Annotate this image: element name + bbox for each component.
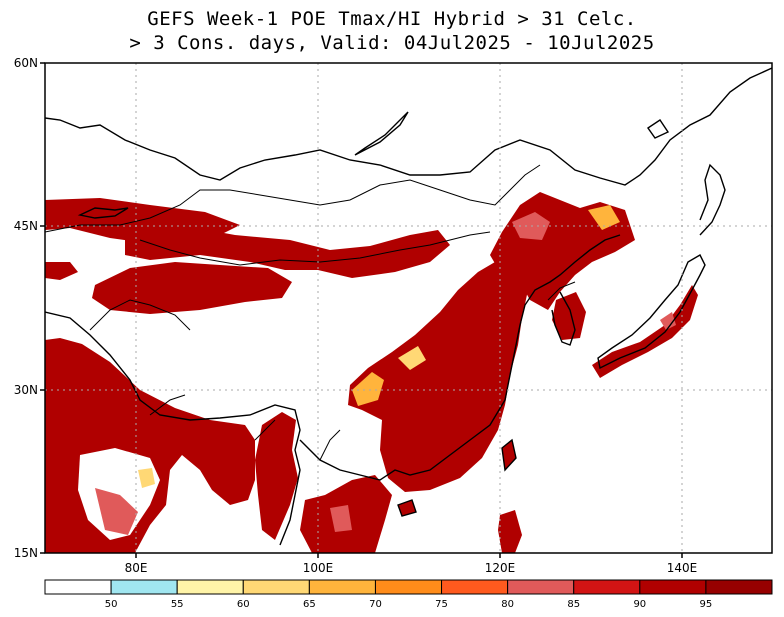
lon-label-100e: 100E <box>303 561 334 575</box>
colorbar-swatch <box>374 579 443 595</box>
map-frame <box>44 62 773 554</box>
colorbar-label: 90 <box>633 599 646 610</box>
country-borders <box>45 164 576 461</box>
lat-label-15n: 15N <box>14 546 38 560</box>
lat-label-60n: 60N <box>14 56 38 70</box>
colorbar-swatch <box>44 579 112 595</box>
colorbar-label: 75 <box>435 599 448 610</box>
lat-label-45n: 45N <box>14 219 38 233</box>
lon-label-120e: 120E <box>485 561 516 575</box>
heat-region-tarim <box>92 262 292 314</box>
colorbar-swatch <box>110 579 178 595</box>
heat-region-india <box>45 338 255 553</box>
coastlines <box>45 67 772 546</box>
gridlines <box>45 63 772 553</box>
colorbar-label: 85 <box>567 599 580 610</box>
axis-ticks <box>40 62 683 558</box>
map-title-line1: GEFS Week-1 POE Tmax/HI Hybrid > 31 Celc… <box>147 8 637 30</box>
lat-label-30n: 30N <box>14 383 38 397</box>
colorbar-swatch <box>308 579 376 595</box>
colorbar-swatch <box>507 579 575 595</box>
heat-region-kazakhstan <box>45 198 240 245</box>
heat-region-east-china <box>348 262 528 492</box>
colorbar: 50 55 60 65 70 75 80 85 90 95 <box>44 579 773 610</box>
heat-region-indochina <box>255 412 298 540</box>
colorbar-label: 50 <box>105 599 118 610</box>
heat-region-japan <box>592 285 698 378</box>
lon-label-80e: 80E <box>125 561 148 575</box>
probability-field <box>45 67 772 553</box>
colorbar-swatch <box>705 579 773 595</box>
lon-label-140e: 140E <box>667 561 698 575</box>
colorbar-swatch <box>176 579 244 595</box>
colorbar-label: 60 <box>237 599 250 610</box>
colorbar-swatch <box>242 579 310 595</box>
colorbar-label: 55 <box>171 599 184 610</box>
colorbar-label: 95 <box>700 599 713 610</box>
colorbar-swatch <box>573 579 641 595</box>
colorbar-label: 70 <box>369 599 382 610</box>
map-title-line2: > 3 Cons. days, Valid: 04Jul2025 - 10Jul… <box>129 32 655 54</box>
colorbar-label: 80 <box>501 599 514 610</box>
colorbar-swatch <box>639 579 707 595</box>
colorbar-label: 65 <box>303 599 316 610</box>
colorbar-swatch <box>441 579 509 595</box>
